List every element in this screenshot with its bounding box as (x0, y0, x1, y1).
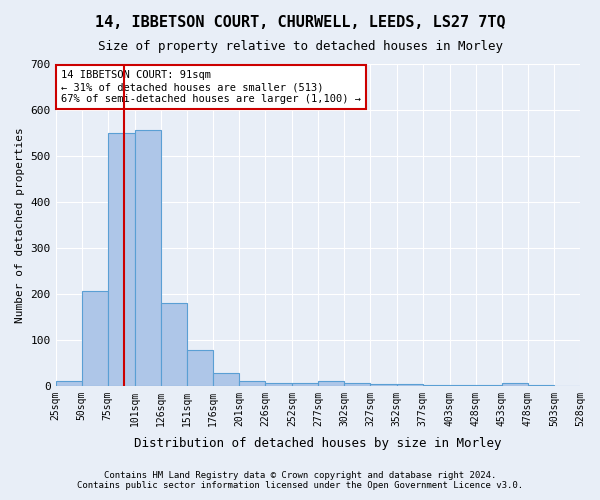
Bar (344, 382, 370, 386)
Bar (161, 303, 187, 386)
Text: 14, IBBETSON COURT, CHURWELL, LEEDS, LS27 7TQ: 14, IBBETSON COURT, CHURWELL, LEEDS, LS2… (95, 15, 505, 30)
Bar (239, 381, 265, 386)
X-axis label: Distribution of detached houses by size in Morley: Distribution of detached houses by size … (134, 437, 502, 450)
Bar (187, 350, 213, 386)
Text: 14 IBBETSON COURT: 91sqm
← 31% of detached houses are smaller (513)
67% of semi-: 14 IBBETSON COURT: 91sqm ← 31% of detach… (61, 70, 361, 104)
Bar (108, 133, 135, 386)
Bar (397, 384, 422, 386)
Bar (319, 381, 344, 386)
Bar (56, 381, 82, 386)
Bar (82, 290, 108, 386)
Bar (265, 382, 292, 386)
Text: Size of property relative to detached houses in Morley: Size of property relative to detached ho… (97, 40, 503, 53)
Text: Contains HM Land Registry data © Crown copyright and database right 2024.
Contai: Contains HM Land Registry data © Crown c… (77, 470, 523, 490)
Bar (422, 385, 449, 386)
Bar (449, 385, 476, 386)
Bar (502, 384, 528, 386)
Bar (213, 373, 239, 386)
Bar (528, 385, 554, 386)
Bar (476, 385, 502, 386)
Bar (135, 130, 161, 386)
Bar (292, 384, 319, 386)
Bar (370, 384, 397, 386)
Y-axis label: Number of detached properties: Number of detached properties (15, 127, 25, 323)
